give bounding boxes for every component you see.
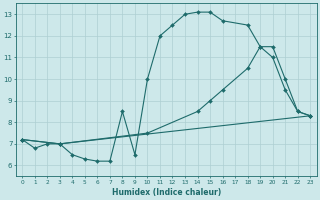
X-axis label: Humidex (Indice chaleur): Humidex (Indice chaleur) (112, 188, 221, 197)
